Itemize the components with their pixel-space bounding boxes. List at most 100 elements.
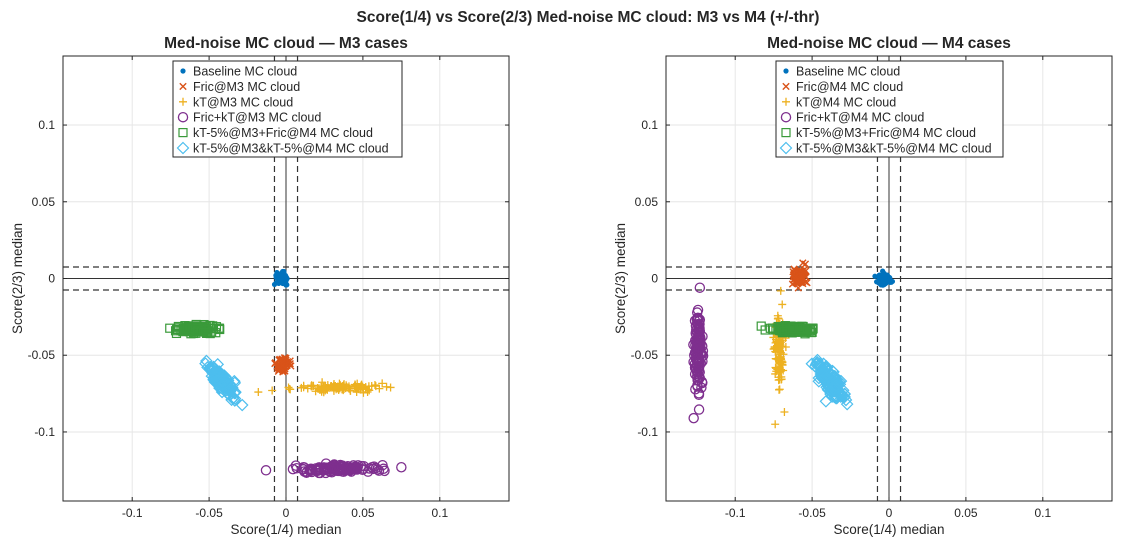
data-point	[796, 278, 804, 286]
data-point	[840, 397, 854, 411]
legend-label: Fric@M4 MC cloud	[796, 80, 903, 94]
data-point	[344, 383, 353, 392]
data-point	[695, 338, 706, 349]
data-point	[756, 321, 766, 331]
data-point	[779, 327, 790, 337]
legend-marker	[779, 141, 793, 155]
legend-item[interactable]: kT-5%@M3&kT-5%@M4 MC cloud	[176, 142, 389, 156]
legend-item[interactable]: kT@M3 MC cloud	[179, 95, 293, 109]
legend-label: kT-5%@M3+Fric@M4 MC cloud	[796, 126, 976, 140]
data-point	[386, 383, 395, 392]
legend-item[interactable]: Baseline MC cloud	[783, 65, 900, 79]
data-point	[690, 324, 702, 336]
data-point	[888, 279, 894, 285]
data-point	[697, 345, 709, 357]
data-point	[804, 326, 814, 336]
data-point	[203, 362, 216, 376]
data-point	[875, 279, 881, 285]
data-point	[693, 360, 705, 371]
data-point	[254, 388, 263, 397]
data-point	[790, 265, 798, 273]
data-point	[199, 325, 209, 335]
data-point	[817, 364, 831, 378]
legend-marker	[178, 128, 188, 138]
x-tick-label: 0.05	[954, 506, 978, 520]
data-point	[173, 321, 183, 332]
plot-panel-1: -0.1 -0.05 0 0.05 0.1 -0.1 -0.05 0 0.05 0.1 Med-no…	[10, 35, 510, 537]
legend-label: kT@M3 MC cloud	[193, 95, 293, 109]
data-point	[329, 383, 338, 392]
x-tick-label: -0.1	[725, 506, 746, 520]
data-point	[791, 325, 802, 335]
data-point	[827, 382, 840, 396]
data-point	[694, 318, 705, 330]
legend-item[interactable]: kT-5%@M3+Fric@M4 MC cloud	[178, 126, 373, 140]
data-point	[775, 385, 784, 394]
data-point	[165, 323, 175, 333]
data-point	[772, 364, 781, 373]
data-point	[318, 378, 327, 387]
legend-item[interactable]: kT@M4 MC cloud	[782, 95, 896, 109]
data-point	[328, 463, 340, 475]
data-point	[776, 359, 785, 368]
legend-marker	[177, 111, 189, 123]
data-point	[225, 380, 239, 394]
data-point	[367, 381, 376, 390]
legend-item[interactable]: kT-5%@M3&kT-5%@M4 MC cloud	[779, 141, 992, 156]
data-point	[794, 323, 804, 334]
data-point	[281, 280, 287, 286]
data-point	[309, 381, 318, 390]
series-baseline	[872, 268, 896, 288]
data-point	[287, 463, 299, 475]
legend-label: Baseline MC cloud	[193, 65, 297, 79]
legend-item[interactable]: Fric+kT@M3 MC cloud	[177, 111, 321, 125]
data-point	[199, 319, 209, 330]
data-point	[810, 355, 824, 369]
legend-box[interactable]	[775, 60, 1004, 158]
legend-item[interactable]: Fric+kT@M4 MC cloud	[780, 111, 924, 125]
data-point	[771, 354, 780, 363]
data-point	[202, 324, 212, 335]
data-point	[223, 389, 237, 402]
legend-label: Fric+kT@M4 MC cloud	[796, 111, 924, 125]
legend-box[interactable]	[172, 60, 403, 158]
legend-item[interactable]: Baseline MC cloud	[180, 65, 297, 79]
x-tick-label: 0.1	[1034, 506, 1051, 520]
y-axis-label: Score(2/3) median	[613, 223, 628, 334]
legend-item[interactable]: Fric@M3 MC cloud	[179, 80, 300, 94]
y-tick-label: 0	[48, 272, 55, 286]
data-point	[275, 364, 283, 372]
data-point	[775, 346, 784, 355]
data-point	[811, 353, 824, 367]
data-point	[882, 273, 888, 279]
data-point	[819, 359, 833, 373]
data-point	[286, 385, 295, 394]
legend-item[interactable]: Fric@M4 MC cloud	[782, 80, 903, 94]
data-point	[193, 326, 203, 336]
data-point	[780, 408, 789, 416]
y-tick-label: -0.05	[631, 348, 659, 362]
plot-panel-2: -0.1 -0.05 0 0.05 0.1 -0.1 -0.05 0 0.05 0.1 Med-no…	[613, 35, 1113, 537]
series-frickt	[688, 282, 709, 424]
legend-item[interactable]: kT-5%@M3+Fric@M4 MC cloud	[781, 126, 976, 140]
y-tick-label: -0.1	[34, 425, 55, 439]
data-point	[352, 462, 363, 473]
data-point	[318, 462, 330, 474]
series-kt5kt5	[805, 353, 854, 411]
data-point	[776, 367, 785, 376]
data-layer	[688, 259, 896, 429]
data-point	[359, 388, 368, 397]
series-kt5kt5	[199, 354, 249, 412]
data-point	[378, 379, 387, 388]
data-point	[776, 338, 785, 347]
data-point	[688, 412, 699, 424]
series-kt5fric	[165, 319, 225, 339]
data-point	[693, 344, 704, 355]
x-tick-label: 0.1	[431, 506, 448, 520]
legend-label: kT-5%@M3&kT-5%@M4 MC cloud	[193, 142, 389, 156]
legend-marker	[781, 128, 791, 138]
data-point	[216, 375, 229, 389]
